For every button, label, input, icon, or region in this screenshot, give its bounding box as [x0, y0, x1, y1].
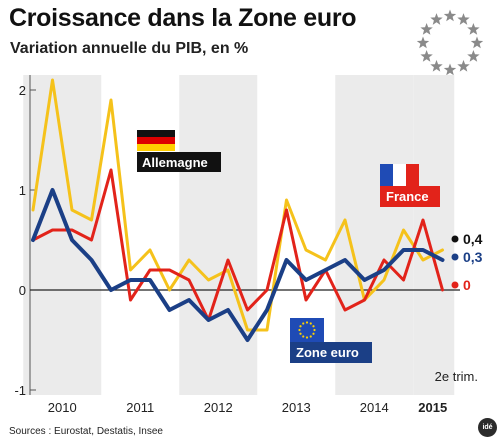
eu-star-icon — [467, 50, 480, 62]
eu-star-icon — [470, 36, 484, 49]
y-axis: -1 0 1 2 — [14, 75, 460, 398]
x-tick-label: 2010 — [48, 400, 77, 415]
chart-subtitle: Variation annuelle du PIB, en % — [10, 40, 249, 57]
eu-stars-icon — [416, 9, 484, 76]
tag-box-germany — [137, 152, 221, 172]
eu-star-icon — [443, 9, 457, 22]
eu-star-icon — [457, 59, 470, 72]
end-value-label: 0,4 — [463, 231, 483, 247]
end-value-label: 0,3 — [463, 249, 483, 265]
year-bands — [23, 75, 455, 395]
x-tick-label: 2013 — [282, 400, 311, 415]
eu-star-icon — [457, 13, 470, 25]
x-tick-label: 2012 — [204, 400, 233, 415]
series-line-france — [31, 168, 444, 322]
series-line-germany — [31, 78, 444, 332]
x-tick-label: 2014 — [360, 400, 389, 415]
series-lines — [31, 78, 445, 342]
eu-star-icon — [420, 50, 433, 62]
tag-label-france: France — [386, 189, 429, 204]
x-axis: 2010 2011 2012 2013 2014 2015 2e trim. — [48, 369, 478, 415]
publisher-logo: idé — [478, 418, 497, 437]
eu-star-icon — [430, 13, 443, 25]
eu-flag-icon — [290, 318, 324, 342]
source-note: Sources : Eurostat, Destatis, Insee — [9, 426, 163, 437]
series-tags: Allemagne France Zone euro — [137, 130, 440, 363]
tag-label-germany: Allemagne — [142, 155, 208, 170]
tag-box-france — [380, 186, 440, 207]
series-line-eurozone — [31, 188, 445, 342]
year-band — [413, 75, 455, 395]
eu-star-icon — [430, 59, 443, 72]
end-dot — [451, 235, 459, 243]
end-value-label: 0 — [463, 277, 471, 293]
chart-title: Croissance dans la Zone euro — [9, 4, 357, 32]
end-value-labels: 0,4 0,3 0 — [451, 231, 483, 293]
y-tick-label: 0 — [19, 283, 26, 298]
german-flag-icon — [137, 130, 175, 151]
quarter-note: 2e trim. — [435, 369, 478, 384]
french-flag-icon — [380, 164, 419, 186]
y-tick-label: 2 — [19, 83, 26, 98]
eu-star-icon — [416, 36, 430, 49]
x-tick-label: 2015 — [418, 400, 447, 415]
y-tick-label: -1 — [14, 383, 26, 398]
eu-star-icon — [420, 23, 433, 35]
y-tick-label: 1 — [19, 183, 26, 198]
year-band — [179, 75, 258, 395]
end-dot — [451, 253, 459, 261]
eu-star-icon — [443, 63, 457, 76]
tag-label-eurozone: Zone euro — [296, 345, 359, 360]
x-tick-label: 2011 — [126, 400, 154, 415]
eu-star-icon — [467, 23, 480, 35]
end-dot — [451, 281, 459, 289]
tag-box-eurozone — [290, 342, 372, 363]
